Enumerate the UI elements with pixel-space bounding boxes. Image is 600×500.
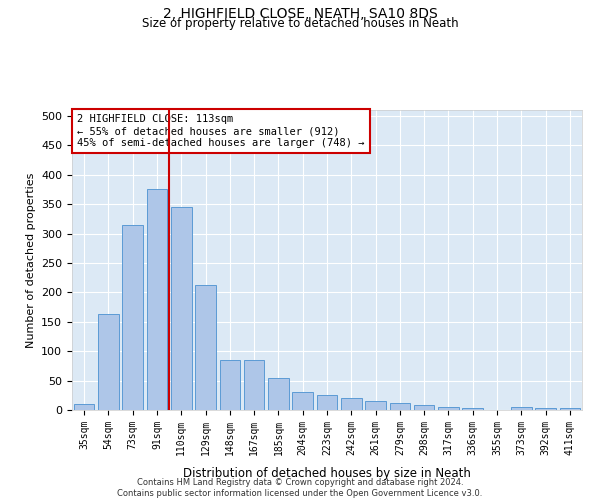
Text: Size of property relative to detached houses in Neath: Size of property relative to detached ho… [142,18,458,30]
Bar [365,401,386,410]
Bar [98,314,119,410]
Bar [268,378,289,410]
Text: Distribution of detached houses by size in Neath: Distribution of detached houses by size … [183,467,471,480]
Bar [195,284,216,410]
Bar [244,360,265,410]
Bar [317,396,337,410]
Bar [171,207,191,410]
Bar [389,403,410,410]
Bar [220,360,240,410]
Bar [511,407,532,410]
Text: 2, HIGHFIELD CLOSE, NEATH, SA10 8DS: 2, HIGHFIELD CLOSE, NEATH, SA10 8DS [163,8,437,22]
Text: 2 HIGHFIELD CLOSE: 113sqm
← 55% of detached houses are smaller (912)
45% of semi: 2 HIGHFIELD CLOSE: 113sqm ← 55% of detac… [77,114,365,148]
Bar [146,190,167,410]
Bar [292,392,313,410]
Bar [463,408,483,410]
Bar [74,404,94,410]
Y-axis label: Number of detached properties: Number of detached properties [26,172,35,348]
Text: Contains HM Land Registry data © Crown copyright and database right 2024.
Contai: Contains HM Land Registry data © Crown c… [118,478,482,498]
Bar [535,408,556,410]
Bar [341,398,362,410]
Bar [438,407,459,410]
Bar [560,408,580,410]
Bar [414,404,434,410]
Bar [122,224,143,410]
